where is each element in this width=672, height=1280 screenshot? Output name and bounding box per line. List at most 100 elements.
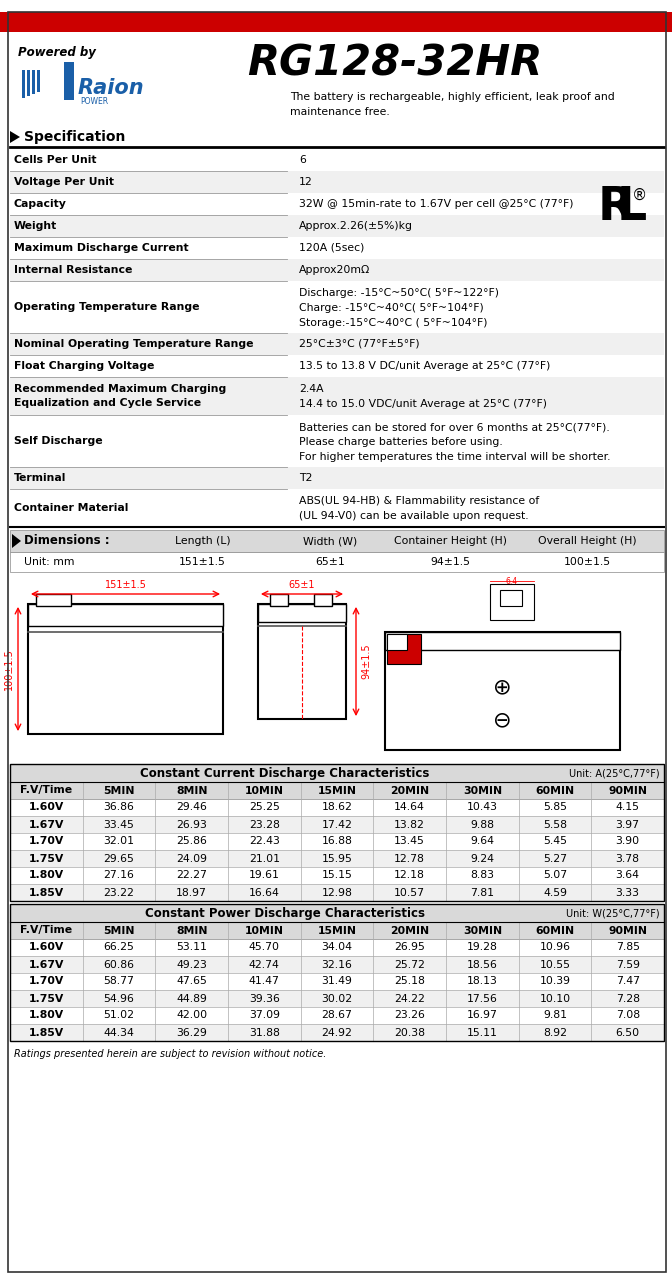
Bar: [10, 850, 664, 867]
Bar: [42, 61, 64, 100]
Text: 1.60V: 1.60V: [29, 803, 64, 813]
Bar: [27, 70, 30, 96]
Text: 3.97: 3.97: [616, 819, 640, 829]
Bar: [314, 594, 332, 605]
Text: 90MIN: 90MIN: [608, 786, 647, 795]
Text: 16.97: 16.97: [467, 1010, 498, 1020]
Text: 10.96: 10.96: [540, 942, 571, 952]
Text: Powered by: Powered by: [18, 46, 96, 59]
Text: 60MIN: 60MIN: [536, 786, 575, 795]
Text: Length (L): Length (L): [175, 536, 230, 547]
Text: 58.77: 58.77: [103, 977, 134, 987]
Text: 100±1.5: 100±1.5: [4, 648, 14, 690]
Bar: [28, 604, 223, 733]
Bar: [385, 632, 620, 650]
Text: ABS(UL 94-HB) & Flammability resistance of: ABS(UL 94-HB) & Flammability resistance …: [299, 495, 539, 506]
Text: 29.46: 29.46: [176, 803, 207, 813]
Text: T2: T2: [299, 474, 312, 483]
Text: 44.34: 44.34: [103, 1028, 134, 1038]
Text: 23.22: 23.22: [103, 887, 134, 897]
Bar: [10, 215, 664, 237]
Text: 12.98: 12.98: [322, 887, 352, 897]
Text: 3.64: 3.64: [616, 870, 640, 881]
Text: 151±1.5: 151±1.5: [179, 557, 226, 567]
Text: Maximum Discharge Current: Maximum Discharge Current: [14, 243, 189, 253]
Text: 5.27: 5.27: [543, 854, 567, 864]
Bar: [10, 904, 664, 1041]
Text: 3.33: 3.33: [616, 887, 640, 897]
Bar: [10, 282, 664, 333]
Text: Batteries can be stored for over 6 months at 25°C(77°F).: Batteries can be stored for over 6 month…: [299, 422, 610, 431]
Text: 24.22: 24.22: [394, 993, 425, 1004]
Text: 31.49: 31.49: [322, 977, 352, 987]
Bar: [258, 604, 346, 719]
Text: 9.64: 9.64: [470, 837, 495, 846]
Text: 32W @ 15min-rate to 1.67V per cell @25°C (77°F): 32W @ 15min-rate to 1.67V per cell @25°C…: [299, 198, 573, 209]
Text: 7.28: 7.28: [616, 993, 640, 1004]
Bar: [10, 973, 664, 989]
Text: Overall Height (H): Overall Height (H): [538, 536, 637, 547]
Bar: [10, 782, 664, 799]
Text: Unit: mm: Unit: mm: [24, 557, 75, 567]
Bar: [0, 12, 672, 32]
Text: 1.60V: 1.60V: [29, 942, 64, 952]
Text: Dimensions :: Dimensions :: [24, 535, 110, 548]
Text: 1.75V: 1.75V: [29, 993, 64, 1004]
Bar: [10, 904, 664, 922]
Text: 45.70: 45.70: [249, 942, 280, 952]
Text: Voltage Per Unit: Voltage Per Unit: [14, 177, 114, 187]
Bar: [10, 530, 664, 552]
Text: Approx.2.26(±5%)kg: Approx.2.26(±5%)kg: [299, 221, 413, 230]
Text: 25.18: 25.18: [394, 977, 425, 987]
Bar: [10, 378, 664, 415]
Text: POWER: POWER: [80, 97, 108, 106]
Text: 60MIN: 60MIN: [536, 925, 575, 936]
Text: Unit: A(25°C,77°F): Unit: A(25°C,77°F): [569, 768, 660, 778]
Text: 15MIN: 15MIN: [317, 786, 357, 795]
Text: 6.50: 6.50: [616, 1028, 640, 1038]
Text: 6: 6: [299, 155, 306, 165]
Text: 9.81: 9.81: [543, 1010, 567, 1020]
Bar: [10, 940, 664, 956]
Text: Constant Current Discharge Characteristics: Constant Current Discharge Characteristi…: [140, 767, 429, 780]
Text: 18.62: 18.62: [322, 803, 352, 813]
Text: 51.02: 51.02: [103, 1010, 134, 1020]
Text: 7.47: 7.47: [616, 977, 640, 987]
Bar: [10, 1024, 664, 1041]
Text: 39.36: 39.36: [249, 993, 280, 1004]
Bar: [10, 148, 664, 172]
Text: 29.65: 29.65: [103, 854, 134, 864]
Text: 13.45: 13.45: [394, 837, 425, 846]
Text: Width (W): Width (W): [303, 536, 357, 547]
Text: 13.82: 13.82: [394, 819, 425, 829]
Text: Charge: -15°C~40°C( 5°F~104°F): Charge: -15°C~40°C( 5°F~104°F): [299, 303, 484, 314]
Text: ⊕: ⊕: [493, 677, 512, 698]
Bar: [10, 867, 664, 884]
Bar: [10, 764, 664, 901]
Text: Container Height (H): Container Height (H): [394, 536, 507, 547]
Text: 13.5 to 13.8 V DC/unit Average at 25°C (77°F): 13.5 to 13.8 V DC/unit Average at 25°C (…: [299, 361, 550, 371]
Text: 47.65: 47.65: [176, 977, 207, 987]
Text: 24.92: 24.92: [322, 1028, 352, 1038]
Text: Float Charging Voltage: Float Charging Voltage: [14, 361, 155, 371]
Text: 5.85: 5.85: [543, 803, 567, 813]
Text: 15.11: 15.11: [467, 1028, 498, 1038]
Bar: [258, 604, 346, 622]
Text: 8MIN: 8MIN: [176, 925, 208, 936]
Bar: [10, 355, 664, 378]
Text: 65±1: 65±1: [315, 557, 345, 567]
Text: Internal Resistance: Internal Resistance: [14, 265, 132, 275]
Bar: [10, 989, 664, 1007]
Text: R: R: [598, 186, 634, 230]
Text: 25.86: 25.86: [176, 837, 207, 846]
Text: 3.78: 3.78: [616, 854, 640, 864]
Text: 5MIN: 5MIN: [103, 786, 135, 795]
Bar: [10, 956, 664, 973]
Bar: [10, 467, 664, 489]
Bar: [22, 70, 25, 99]
Text: 20MIN: 20MIN: [390, 925, 429, 936]
Bar: [385, 632, 620, 750]
Bar: [28, 604, 223, 626]
Text: 36.29: 36.29: [176, 1028, 207, 1038]
Text: Raion: Raion: [78, 78, 144, 99]
